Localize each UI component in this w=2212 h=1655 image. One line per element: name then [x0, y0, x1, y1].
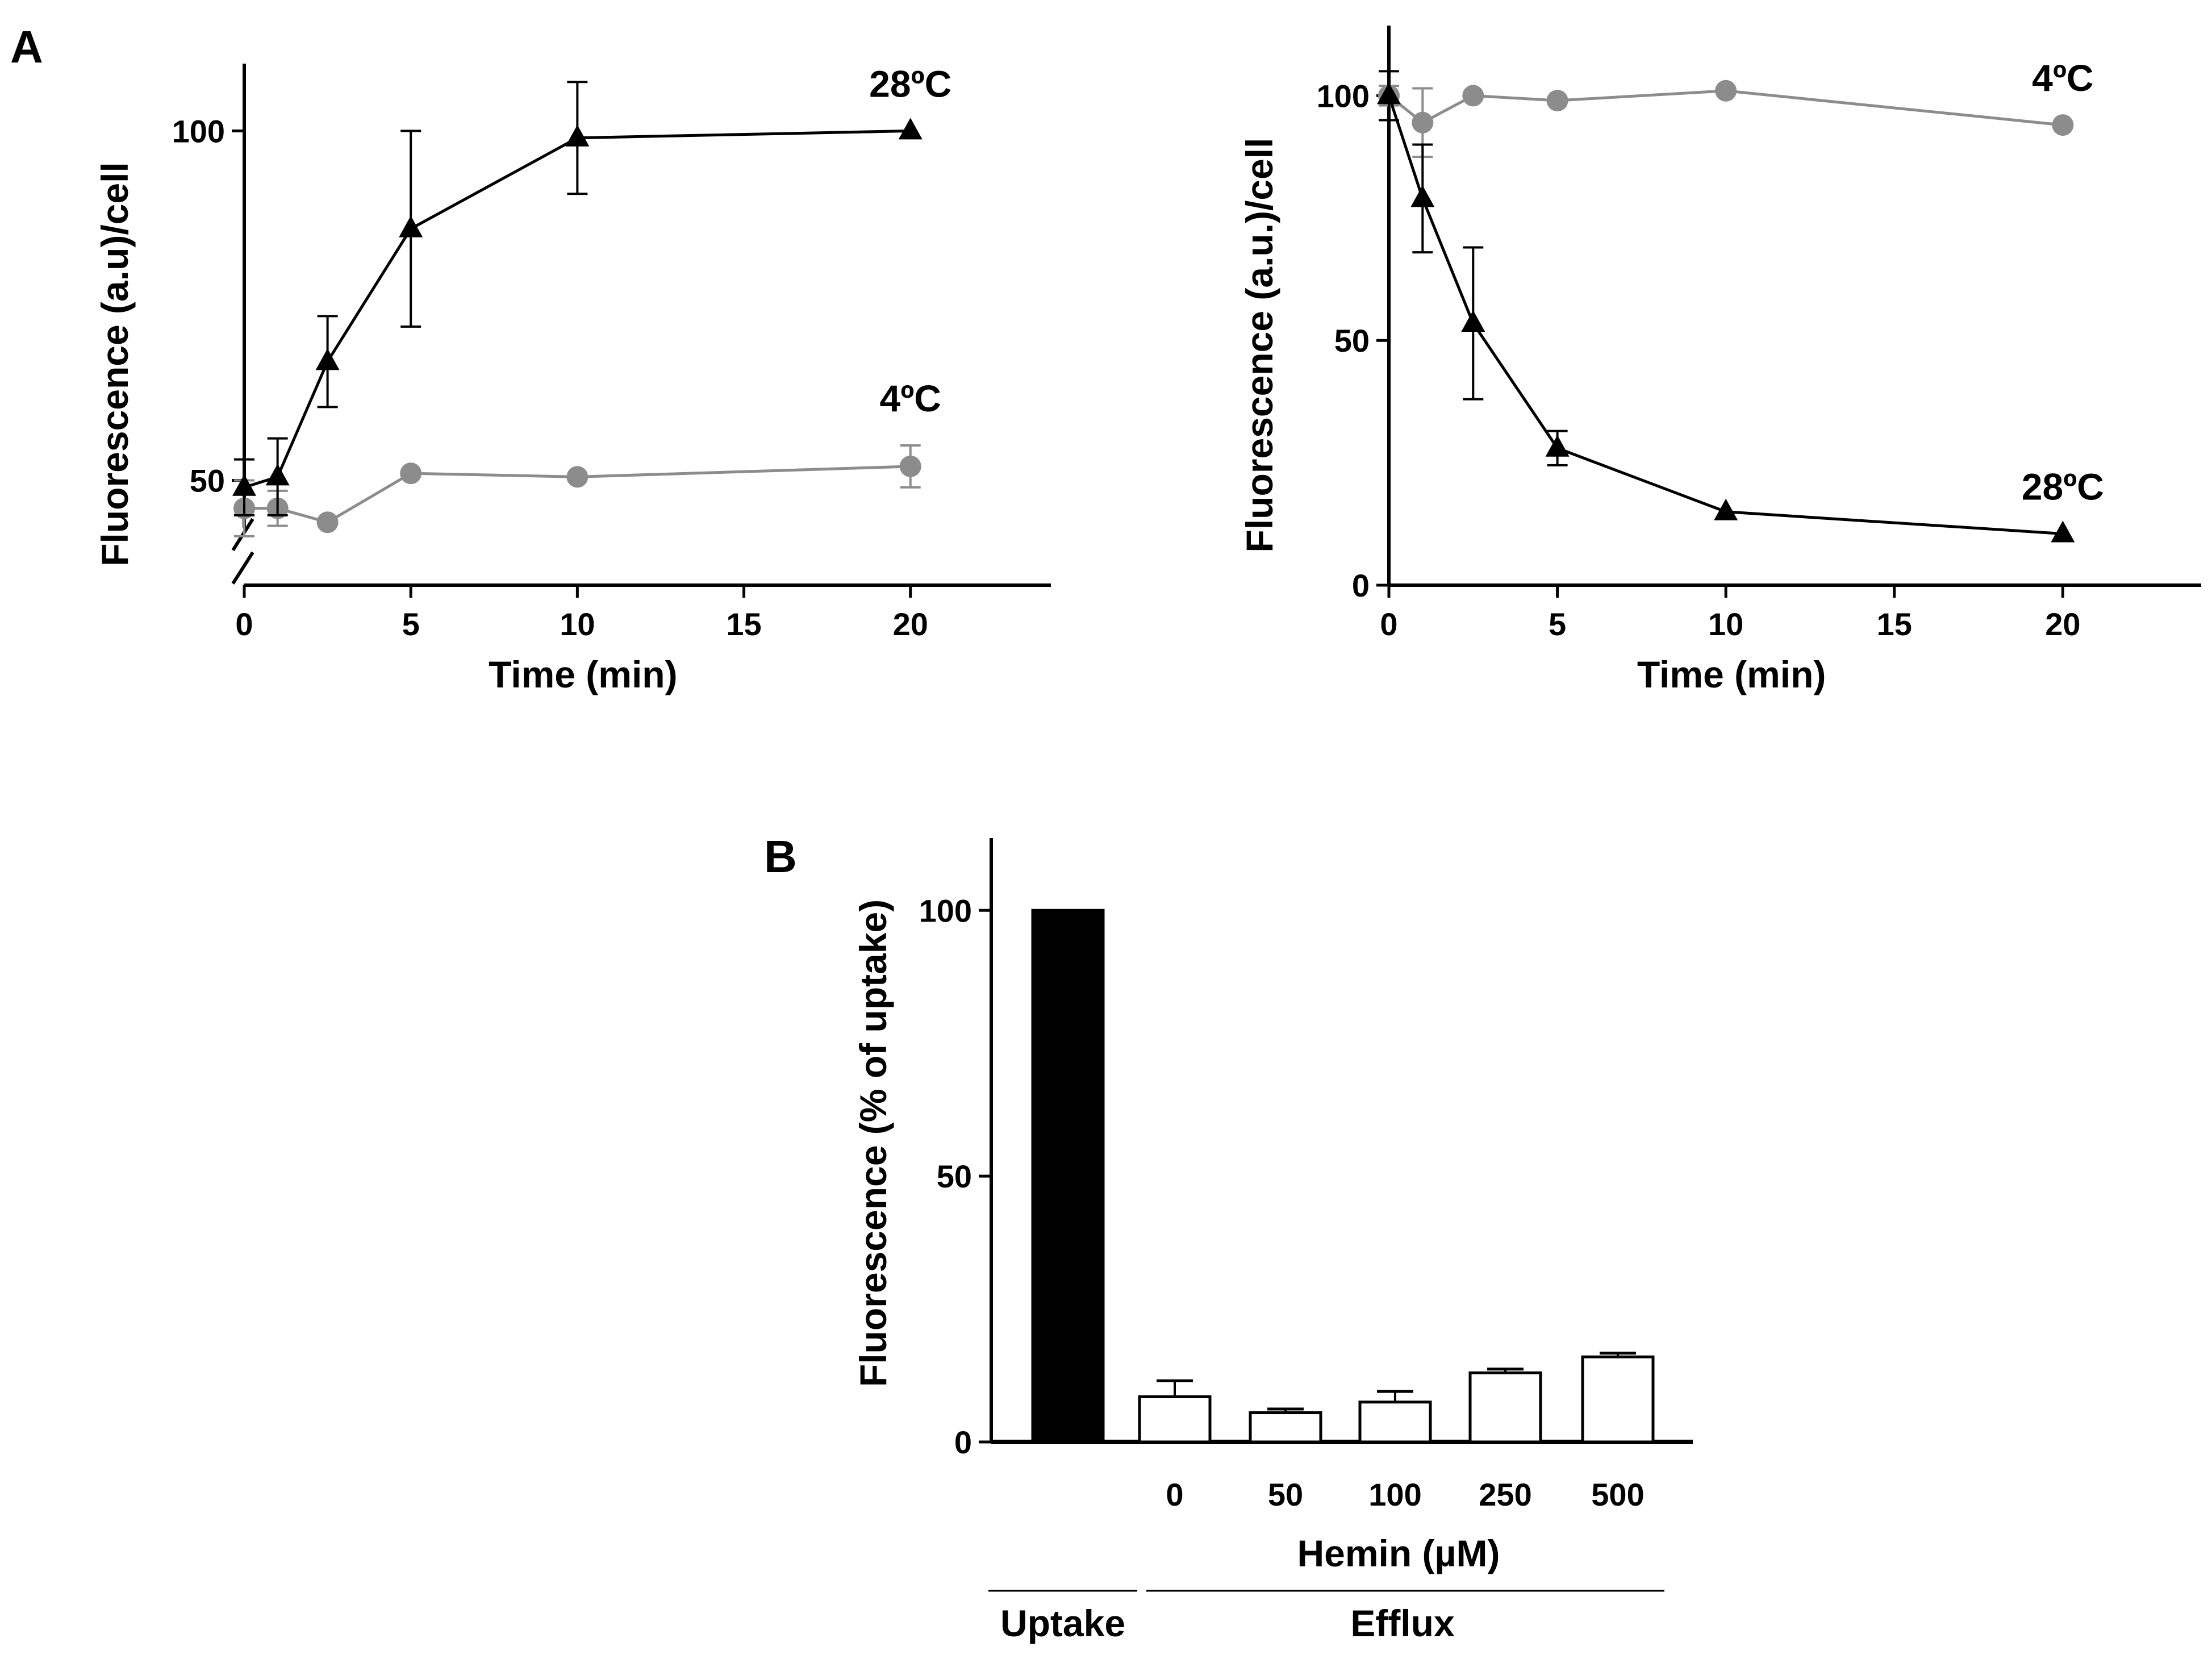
x-tick-label: 50	[1268, 1477, 1303, 1512]
point-28c	[898, 118, 923, 140]
axis-break-mark	[231, 518, 254, 552]
group-label-efflux: Efflux	[1350, 1602, 1455, 1644]
x-axis-label: Time (min)	[489, 653, 677, 695]
point-4c	[1462, 85, 1484, 107]
x-tick-label: 5	[1549, 606, 1566, 642]
y-tick-label: 50	[1334, 323, 1370, 358]
point-4c	[400, 462, 422, 485]
x-tick-label: 20	[893, 606, 928, 642]
y-axis-label: Fluorescence (% of uptake)	[852, 899, 894, 1387]
group-label-uptake: Uptake	[1000, 1602, 1125, 1644]
point-4c	[316, 511, 339, 533]
bar	[1581, 1355, 1655, 1444]
point-28c	[315, 348, 340, 370]
x-tick-label: 0	[1166, 1477, 1183, 1512]
bar	[1468, 1371, 1542, 1444]
bar	[1031, 908, 1105, 1444]
series-annotation-28c: 28ºC	[869, 62, 951, 105]
point-28c	[1545, 435, 1570, 457]
point-28c	[1377, 82, 1401, 105]
point-28c	[265, 464, 290, 486]
point-28c	[232, 474, 256, 496]
panel-label-a: A	[10, 22, 43, 72]
point-28c	[565, 124, 590, 147]
y-axis-label: Fluorescence (a.u.)/cell	[1238, 138, 1280, 553]
x-tick-label: 20	[2045, 606, 2080, 642]
series-annotation-4c: 4ºC	[879, 377, 941, 419]
point-4c	[2052, 114, 2074, 136]
y-tick-label: 50	[190, 462, 225, 498]
series-annotation-28c: 28ºC	[2022, 466, 2104, 508]
x-tick-label: 15	[726, 606, 761, 642]
point-28c	[399, 215, 423, 237]
point-4c	[1715, 80, 1737, 102]
x-tick-label: 10	[560, 606, 595, 642]
x-tick-label: 10	[1708, 606, 1743, 642]
y-tick-label: 0	[1352, 568, 1370, 603]
axis-break-mark	[231, 551, 254, 585]
panel-label-b: B	[764, 831, 797, 882]
y-tick-label: 100	[172, 113, 225, 149]
point-28c	[1410, 185, 1435, 207]
bar	[1358, 1400, 1432, 1444]
series-line-28c	[1387, 95, 2063, 536]
bar	[1249, 1411, 1322, 1444]
bar	[1138, 1395, 1212, 1444]
point-28c	[1714, 498, 1738, 520]
series-annotation-4c: 4ºC	[2032, 57, 2093, 99]
x-tick-label: 0	[1380, 606, 1397, 642]
point-4c	[566, 466, 589, 488]
y-tick-label: 50	[937, 1158, 972, 1194]
x-tick-label: 5	[402, 606, 420, 642]
uptake-chart: 0 5 10 15 20 50 100 Time (min) Fluorescence (a.u…	[94, 62, 1051, 695]
x-tick-label: 100	[1368, 1477, 1421, 1512]
y-tick-label: 100	[1317, 78, 1370, 114]
y-tick-label: 0	[954, 1424, 972, 1460]
point-4c	[899, 455, 921, 477]
point-28c	[1461, 310, 1485, 332]
hemin-bar-chart: 0 50 100 Fluorescence (% of uptake) 0 50 100 25…	[852, 838, 1693, 1644]
x-tick-label: 0	[235, 606, 253, 642]
x-tick-label: 15	[1877, 606, 1912, 642]
efflux-chart: 0 5 10 15 20 0 50 100 Time (min) Fluorescence (a.…	[1238, 26, 2201, 695]
point-28c	[2051, 520, 2075, 543]
x-axis-label: Hemin (µM)	[1297, 1532, 1500, 1574]
point-4c	[1412, 111, 1434, 134]
x-tick-label: 500	[1591, 1477, 1644, 1512]
x-tick-label: 250	[1479, 1477, 1531, 1512]
y-tick-label: 100	[919, 893, 972, 928]
y-axis-label: Fluorescence (a.u)/cell	[94, 162, 136, 566]
point-4c	[1546, 90, 1568, 112]
x-axis-label: Time (min)	[1637, 653, 1826, 695]
